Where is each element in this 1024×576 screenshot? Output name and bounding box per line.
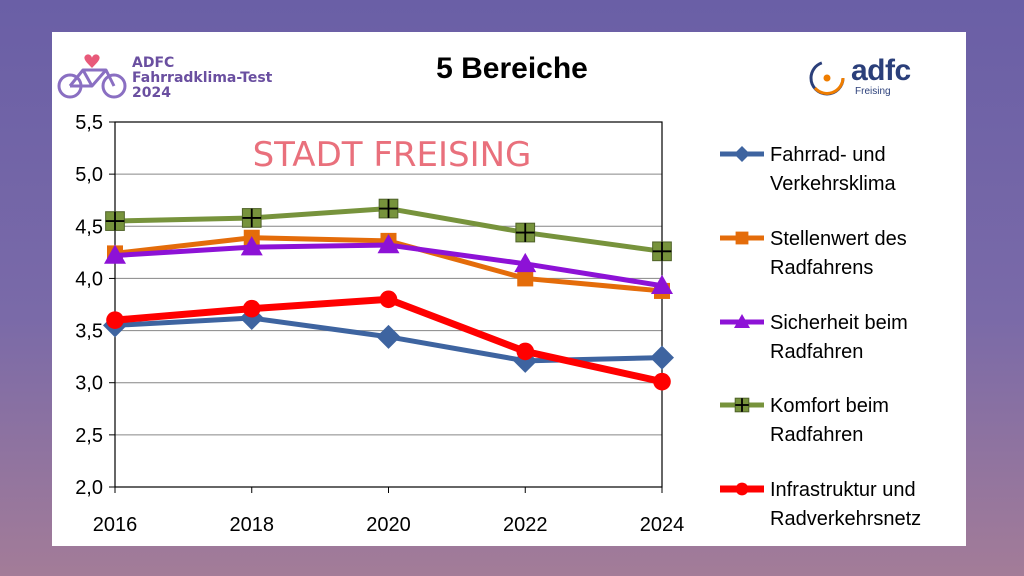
legend-marker: [735, 231, 749, 245]
adfc-wheel-icon: [809, 60, 845, 96]
y-tick-label: 5,5: [75, 112, 103, 134]
data-point: [650, 345, 674, 370]
left-logo-line1: ADFC: [132, 55, 175, 71]
x-tick-label: 2022: [503, 514, 548, 536]
data-point: [514, 252, 537, 273]
data-point: [106, 311, 124, 329]
y-tick-label: 3,0: [75, 373, 103, 395]
chart-axes: 2,0 2,5 3,0 3,5 4,0 4,5 5,0 5,5 2016 2018 2020 2022…: [75, 112, 684, 536]
series-4: [105, 198, 672, 262]
chart-legend: Fahrrad- und Verkehrsklima Stellenwert des…: [720, 144, 921, 530]
page-title: 5 Bereiche: [436, 52, 588, 85]
y-tick-label: 4,0: [75, 268, 103, 290]
slide-background: [52, 32, 966, 546]
legend-label: Komfort beim: [770, 395, 889, 417]
y-tick-label: 4,5: [75, 216, 103, 238]
y-tick-label: 3,5: [75, 321, 103, 343]
chart-series: [103, 198, 674, 391]
legend-label: Infrastruktur und: [770, 479, 916, 501]
x-tick-label: 2018: [230, 514, 275, 536]
x-tick-label: 2024: [640, 514, 685, 536]
right-logo-word: adfc: [851, 54, 911, 87]
legend-item: Komfort beim Radfahren: [720, 395, 889, 446]
legend-marker: [735, 482, 749, 496]
left-logo-line3: 2024: [132, 85, 171, 101]
y-tick-label: 2,5: [75, 425, 103, 447]
legend-item: Fahrrad- und Verkehrsklima: [720, 144, 896, 195]
legend-item: Infrastruktur und Radverkehrsnetz: [720, 479, 921, 530]
series-5: [106, 290, 671, 391]
data-point: [377, 234, 400, 254]
data-point: [651, 274, 673, 294]
adfc-fahrradklima-logo: ADFC Fahrradklima-Test 2024: [56, 54, 276, 104]
data-point: [240, 236, 263, 256]
y-tick-label: 5,0: [75, 164, 103, 186]
data-point: [515, 222, 536, 243]
legend-item: Sicherheit beim Radfahren: [720, 312, 908, 363]
adfc-freising-logo: adfc Freising: [805, 54, 935, 102]
data-point: [653, 372, 671, 391]
series-3: [104, 234, 673, 294]
data-point: [241, 208, 262, 228]
legend-label: Radfahren: [770, 341, 863, 363]
legend-marker: [734, 314, 750, 328]
left-logo-line2: Fahrradklima-Test: [132, 70, 273, 86]
data-point: [652, 241, 672, 262]
bicycle-heart-icon: [57, 54, 127, 99]
legend-marker: [734, 146, 750, 162]
data-point: [516, 342, 535, 361]
x-tick-label: 2020: [366, 514, 411, 536]
data-point: [379, 290, 398, 309]
legend-label: Radverkehrsnetz: [770, 508, 921, 530]
data-point: [376, 324, 401, 349]
legend-label: Verkehrsklima: [770, 173, 896, 195]
legend-item: Stellenwert des Radfahrens: [720, 228, 907, 279]
data-point: [378, 198, 399, 219]
legend-label: Radfahrens: [770, 257, 873, 279]
legend-marker: [734, 397, 750, 413]
y-tick-label: 2,0: [75, 477, 103, 499]
x-tick-label: 2016: [93, 514, 138, 536]
legend-label: Stellenwert des: [770, 228, 907, 250]
chart-annotation: STADT FREISING: [253, 135, 532, 175]
legend-label: Sicherheit beim: [770, 312, 908, 334]
data-point: [104, 244, 126, 264]
left-logo-text: ADFC Fahrradklima-Test 2024: [132, 56, 272, 101]
data-point: [242, 299, 261, 318]
legend-label: Radfahren: [770, 424, 863, 446]
right-logo-sub: Freising: [855, 86, 891, 97]
data-point: [517, 270, 534, 287]
data-point: [105, 211, 125, 231]
legend-label: Fahrrad- und: [770, 144, 886, 166]
